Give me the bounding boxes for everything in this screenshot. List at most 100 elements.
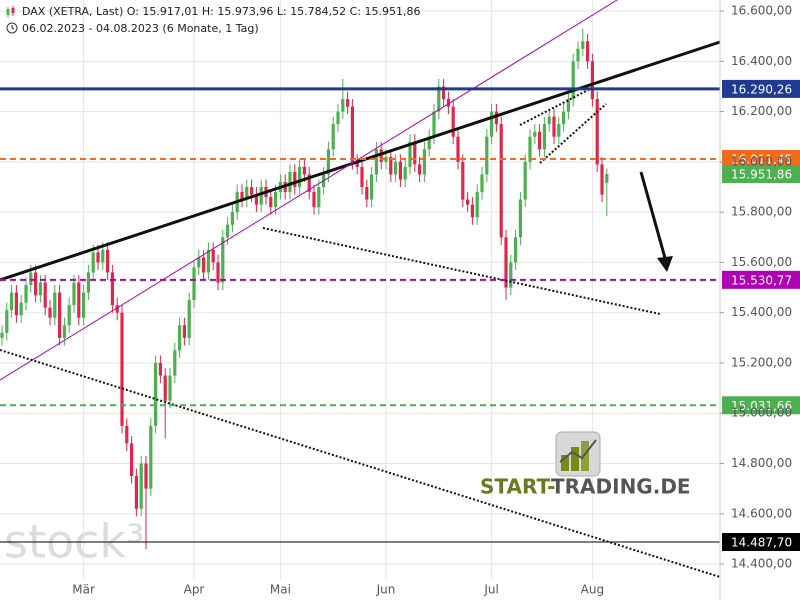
candle-body	[514, 237, 518, 263]
candle-body	[547, 116, 551, 125]
candle-body	[590, 61, 594, 100]
candle-body	[125, 425, 129, 444]
candle-body	[67, 305, 71, 326]
candle-body	[130, 443, 134, 477]
candle-body	[221, 237, 225, 283]
candle-body	[250, 187, 254, 195]
candle-body	[355, 161, 359, 167]
candle-body	[163, 375, 167, 401]
level-label: 16.011,45	[731, 152, 792, 166]
logo-icon	[555, 431, 601, 477]
candle-body	[10, 292, 14, 311]
candle-body	[144, 463, 148, 489]
candle-body	[461, 161, 465, 200]
level-label-box	[722, 79, 800, 98]
candle-body	[562, 111, 566, 125]
candle-body	[370, 174, 374, 200]
candle-body	[134, 476, 138, 509]
candle-body	[485, 136, 489, 175]
candle-body	[226, 224, 230, 238]
trend-line	[0, 40, 721, 282]
candle-body	[418, 164, 422, 175]
y-tick-label: 14.600,00	[731, 506, 792, 520]
candle-body	[326, 149, 330, 175]
candle-body	[413, 141, 417, 165]
candle-body	[523, 161, 527, 200]
y-tick-label: 14.800,00	[731, 456, 792, 470]
candle-body	[211, 249, 215, 263]
candle-body	[533, 131, 537, 137]
candle-body	[168, 375, 172, 401]
x-tick-label: Mär	[72, 583, 95, 597]
level-label-box	[722, 396, 800, 415]
candle-body	[442, 86, 446, 100]
candle-body	[605, 173, 609, 183]
candle-body	[269, 197, 273, 208]
candle-body	[288, 171, 292, 193]
candle-body	[480, 174, 484, 193]
candle-body	[394, 161, 398, 175]
candle-body	[451, 106, 455, 137]
candle-body	[437, 86, 441, 112]
candle-body	[528, 136, 532, 162]
x-tick-label: Mai	[270, 583, 291, 597]
candle-body	[518, 199, 522, 238]
x-tick-label: Jun	[376, 583, 396, 597]
candle-body	[240, 192, 244, 200]
level-label-box	[722, 533, 800, 552]
candle-body	[365, 187, 369, 200]
candle-body	[581, 41, 585, 49]
candle-body	[298, 166, 302, 188]
level-label-box	[722, 164, 800, 183]
candle-body	[202, 257, 206, 273]
candle-body	[317, 187, 321, 208]
candle-body	[586, 41, 590, 62]
candle-body	[48, 307, 52, 318]
level-label: 16.290,26	[731, 82, 792, 96]
candle-body	[53, 292, 57, 318]
level-label: 15.951,86	[731, 167, 792, 181]
candle-body	[336, 111, 340, 125]
subtitle: 06.02.2023 - 04.08.2023 (6 Monate, 1 Tag…	[22, 22, 259, 35]
watermark: stock³	[4, 515, 145, 569]
candle-body	[552, 116, 556, 137]
candle-body	[192, 267, 196, 301]
y-tick-label: 15.400,00	[731, 305, 792, 319]
candle-body	[62, 325, 66, 338]
candle-body	[475, 192, 479, 218]
y-tick-label: 15.000,00	[731, 406, 792, 420]
candle-body	[331, 124, 335, 150]
trend-line	[0, 0, 618, 381]
candle-body	[86, 272, 90, 293]
trend-lines	[0, 0, 721, 578]
candle-body	[34, 272, 38, 296]
candle-body	[466, 199, 470, 205]
candle-body	[341, 99, 345, 112]
header: DAX (XETRA, Last) O: 15.917,01 H: 15.973…	[22, 5, 421, 18]
candle-body	[230, 212, 234, 225]
candle-body	[350, 106, 354, 162]
candle-body	[389, 156, 393, 175]
candle-body	[43, 282, 47, 308]
candle-body	[197, 257, 201, 268]
wedge-line	[519, 87, 593, 126]
x-tick-label: Aug	[581, 583, 604, 597]
logo-text: TRADING.DE	[551, 475, 691, 499]
y-tick-label: 14.400,00	[731, 557, 792, 571]
logo-text: START-	[480, 475, 555, 499]
candle-body	[509, 262, 513, 288]
y-tick-label: 15.200,00	[731, 355, 792, 369]
candle-body	[58, 292, 62, 338]
candle-body	[0, 332, 4, 338]
candle-body	[259, 187, 263, 205]
candle-body	[504, 237, 508, 288]
candle-body	[302, 166, 306, 175]
candle-body	[158, 362, 162, 376]
candle-body	[566, 99, 570, 112]
candle-body	[245, 187, 249, 200]
arrow-head	[657, 256, 673, 272]
candle-body	[398, 161, 402, 180]
trend-line	[0, 349, 721, 578]
